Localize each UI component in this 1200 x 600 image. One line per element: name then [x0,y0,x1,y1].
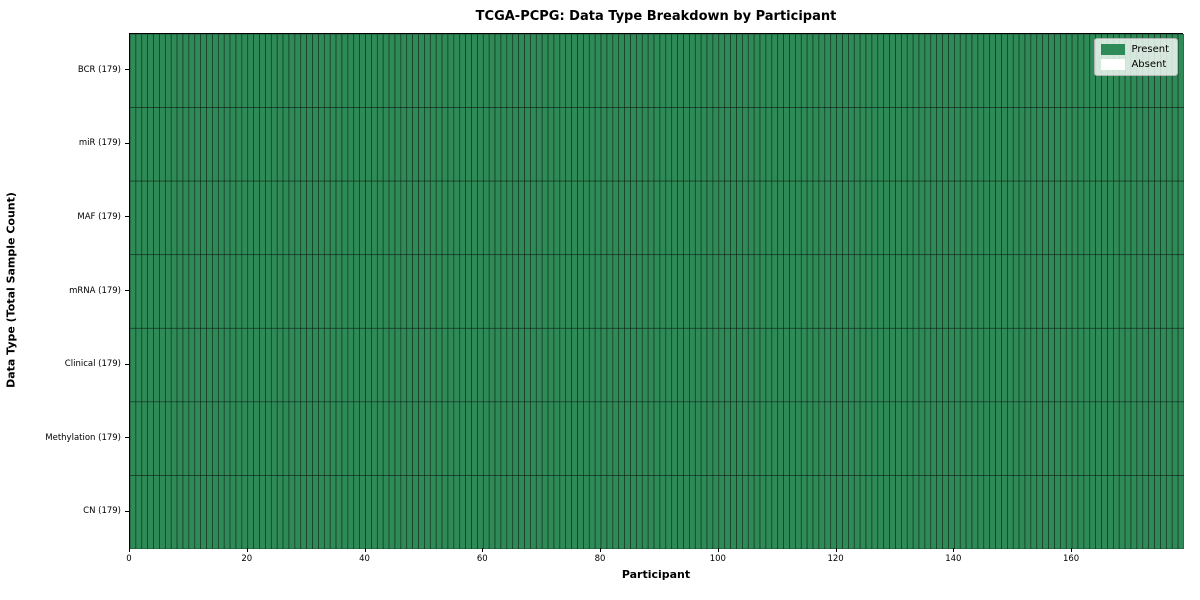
legend-item-present: Present [1101,44,1169,55]
x-tick-label: 100 [709,554,726,564]
x-tick-mark [364,548,366,552]
x-tick-mark [129,548,130,552]
legend-label-present: Present [1131,44,1169,55]
x-tick-label: 60 [476,554,488,564]
x-tick-mark [835,548,837,552]
y-tick-mark [125,290,129,291]
y-tick-label: MAF (179) [77,211,121,222]
legend: Present Absent [1094,38,1178,76]
y-tick-label: CN (179) [83,506,121,517]
legend-swatch-present [1101,44,1126,55]
y-tick-label: Methylation (179) [45,432,121,443]
x-tick-mark [717,548,719,552]
x-tick-mark [1071,548,1073,552]
x-tick-label: 140 [945,554,962,564]
x-tick-mark [600,548,602,552]
x-tick-mark [246,548,248,552]
x-tick-label: 20 [241,554,253,564]
y-tick-label: mRNA (179) [69,285,121,296]
y-tick-mark [125,216,129,218]
y-tick-label: BCR (179) [77,64,121,75]
x-tick-label: 0 [126,554,132,564]
y-tick-mark [125,437,129,439]
plot-area: Present Absent [129,33,1184,549]
x-tick-label: 40 [359,554,370,564]
x-tick-mark [482,548,484,552]
x-tick-label: 160 [1062,554,1080,564]
y-tick-mark [125,142,129,144]
x-tick-label: 120 [827,554,844,564]
legend-item-absent: Absent [1101,59,1169,70]
y-tick-label: miR (179) [78,138,121,149]
y-tick-mark [125,510,129,512]
legend-swatch-absent [1101,59,1126,70]
x-tick-label: 80 [594,554,606,564]
x-axis-label: Participant [621,568,691,581]
chart-title: TCGA-PCPG: Data Type Breakdown by Partic… [475,9,837,24]
x-tick-mark [953,548,955,552]
heatmap-cells [130,34,1184,549]
legend-label-absent: Absent [1131,59,1167,70]
y-tick-label: Clinical (179) [64,359,121,370]
y-tick-mark [125,69,129,71]
y-tick-mark [125,363,129,365]
